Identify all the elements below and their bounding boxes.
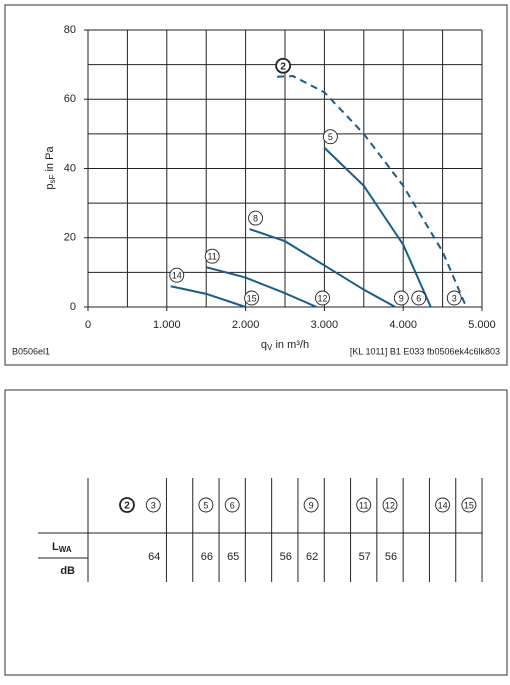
x-label-main: q (261, 339, 267, 351)
row-label-main: L (52, 541, 59, 553)
label-circle (169, 267, 185, 283)
y-tick-label: 0 (70, 301, 76, 313)
x-label-sub: V (267, 343, 273, 352)
curve-label: 11 (208, 252, 217, 262)
chart-frame (4, 4, 508, 366)
label-circle (303, 497, 319, 513)
curve-label: 2 (280, 61, 286, 72)
curve-label: 14 (172, 271, 182, 281)
x-tick-label: 5.000 (468, 319, 496, 331)
label-circle (382, 497, 398, 513)
curve-label: 14 (438, 500, 448, 510)
label-circle (204, 248, 220, 264)
y-tick-label: 60 (64, 93, 76, 105)
cell: 56 (280, 551, 292, 563)
label-circle (224, 497, 240, 513)
curve (323, 147, 432, 308)
y-tick-label: 20 (64, 232, 76, 244)
footer-left: B0506el1 (12, 346, 50, 356)
curve-label: 15 (247, 293, 257, 303)
curve-label: 6 (416, 293, 421, 303)
label-circle (435, 497, 451, 513)
curve-label: 5 (203, 500, 208, 510)
curve-label: 3 (452, 293, 457, 303)
y-tick-label: 40 (64, 162, 76, 174)
curve-label: 3 (151, 500, 156, 510)
curve (249, 228, 396, 308)
curve-label: 9 (399, 293, 404, 303)
row-label-sub: WA (59, 545, 72, 554)
x-axis-label: qV in m³/h (261, 339, 309, 352)
label-circle (198, 497, 214, 513)
curve-label: 6 (230, 500, 235, 510)
curve-label: 5 (328, 132, 333, 142)
label-circle (356, 497, 372, 513)
curve-label: 12 (385, 500, 395, 510)
cell: 56 (385, 551, 397, 563)
table-frame (4, 389, 508, 676)
cell: 66 (201, 551, 213, 563)
footer-right: [KL 1011] B1 E033 fb0506ek4c6lk803 (350, 346, 500, 356)
curve (170, 285, 246, 308)
y-label-rest: in Pa (44, 146, 56, 175)
cell: 62 (306, 551, 318, 563)
label-circle (275, 57, 292, 74)
label-circle (244, 290, 260, 306)
label-circle (461, 497, 477, 513)
x-tick-label: 1.000 (153, 319, 181, 331)
curve-label: 11 (359, 500, 368, 510)
curve-label: 12 (318, 293, 328, 303)
label-circle (322, 129, 338, 145)
x-label-rest: in m³/h (272, 339, 309, 351)
label-circle (315, 290, 330, 306)
curve (205, 266, 317, 308)
y-label-sub: sF (48, 174, 57, 183)
unit-label: dB (60, 565, 75, 577)
x-tick-label: 2.000 (232, 319, 260, 331)
y-tick-label: 80 (64, 24, 76, 36)
label-circle (446, 290, 462, 306)
row-label: LWA (52, 541, 72, 554)
label-circle (119, 497, 135, 513)
label-circle (411, 290, 427, 306)
label-circle (145, 497, 161, 513)
cell: 64 (148, 551, 160, 563)
y-label-main: p (44, 183, 56, 189)
cell: 65 (227, 551, 239, 563)
y-axis-label: psF in Pa (44, 146, 57, 190)
x-tick-label: 0 (85, 319, 91, 331)
curve-label: 2 (124, 501, 130, 512)
curve (277, 75, 468, 308)
cell: 57 (359, 551, 371, 563)
curve-label: 9 (309, 500, 314, 510)
x-tick-label: 3.000 (311, 319, 339, 331)
curve-label: 8 (253, 213, 258, 223)
label-circle (248, 210, 263, 226)
curve-label: 15 (464, 500, 474, 510)
label-circle (393, 290, 409, 306)
x-tick-label: 4.000 (389, 319, 417, 331)
